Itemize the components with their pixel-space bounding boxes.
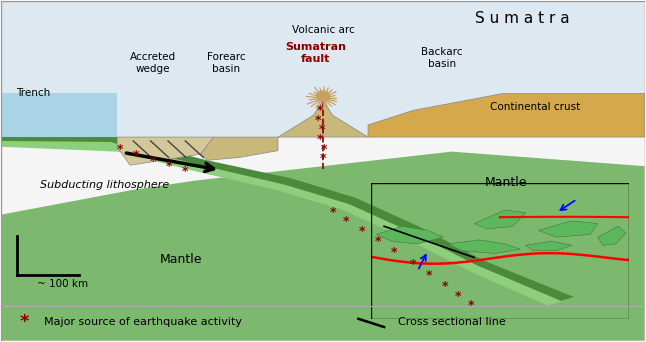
Text: *: *	[359, 225, 365, 238]
Polygon shape	[1, 93, 117, 137]
Text: Mantle: Mantle	[160, 253, 203, 266]
Text: *: *	[133, 149, 140, 162]
Text: S u m a t r a: S u m a t r a	[475, 11, 570, 26]
Text: *: *	[182, 165, 188, 177]
Polygon shape	[368, 93, 645, 137]
Text: Volcanic arc: Volcanic arc	[291, 25, 355, 35]
Polygon shape	[117, 137, 214, 165]
Text: *: *	[165, 160, 172, 173]
Text: *: *	[426, 269, 432, 282]
Text: Cross sectional line: Cross sectional line	[391, 317, 505, 327]
Text: *: *	[318, 123, 325, 136]
Text: Trench: Trench	[16, 88, 50, 98]
Polygon shape	[1, 137, 567, 306]
Text: Backarc
basin: Backarc basin	[421, 47, 463, 69]
Text: *: *	[149, 155, 156, 168]
Polygon shape	[1, 137, 574, 301]
Text: Subducting lithosphere: Subducting lithosphere	[40, 180, 169, 190]
Text: *: *	[315, 114, 321, 127]
Text: Sumatran
fault: Sumatran fault	[285, 42, 346, 64]
Text: *: *	[375, 235, 381, 248]
Text: *: *	[19, 313, 28, 331]
Text: Continental crust: Continental crust	[490, 102, 580, 113]
Text: *: *	[317, 133, 323, 146]
Polygon shape	[1, 152, 645, 341]
Text: *: *	[390, 246, 397, 259]
Text: *: *	[455, 290, 461, 303]
Polygon shape	[201, 137, 278, 160]
Text: *: *	[320, 153, 326, 166]
Text: *: *	[329, 206, 336, 219]
Text: *: *	[442, 280, 448, 293]
Polygon shape	[1, 1, 645, 137]
Text: *: *	[410, 258, 416, 271]
Text: ~ 100 km: ~ 100 km	[37, 279, 88, 289]
Text: Mantle: Mantle	[485, 175, 528, 188]
Text: *: *	[342, 215, 349, 228]
Circle shape	[317, 91, 329, 101]
Text: *: *	[117, 143, 123, 156]
Polygon shape	[278, 101, 368, 137]
Text: *: *	[317, 104, 323, 117]
Text: *: *	[321, 143, 328, 156]
Text: Accreted
wedge: Accreted wedge	[129, 52, 176, 74]
Text: Forearc
basin: Forearc basin	[207, 52, 246, 74]
Text: Major source of earthquake activity: Major source of earthquake activity	[37, 317, 242, 327]
Text: *: *	[468, 299, 474, 312]
